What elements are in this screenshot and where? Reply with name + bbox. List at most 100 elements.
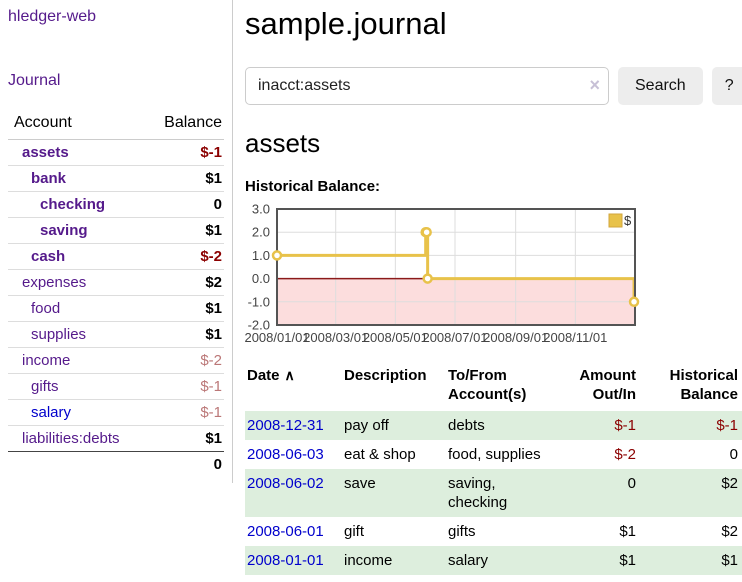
- x-tick-label: 2008/09/01: [483, 330, 548, 345]
- sidebar-account-balance: $1: [144, 217, 224, 244]
- register-accounts: food, supplies: [448, 445, 541, 463]
- register-description: eat & shop: [344, 445, 416, 463]
- register-amount: $1: [619, 522, 636, 540]
- legend-label: $: [624, 213, 632, 228]
- transaction-date-link[interactable]: 2008-06-01: [247, 522, 324, 540]
- sort-ascending-icon: ∧: [284, 366, 295, 383]
- chart-canvas[interactable]: 3.0 2.0 1.0 0.0 -1.0 -2.02008/01/012008/03/01…: [244, 201, 742, 349]
- y-tick-label: -1.0: [248, 294, 270, 309]
- register-row: 2008-06-02 save saving, checking 0 $2: [245, 468, 742, 517]
- register-amount: 0: [627, 474, 636, 492]
- sidebar-account-balance: $-1: [144, 399, 224, 426]
- register-column-date[interactable]: Date ∧: [245, 363, 342, 411]
- register-row: 2008-06-03 eat & shop food, supplies $-2 0: [245, 440, 742, 469]
- sidebar-account-link[interactable]: saving: [40, 222, 88, 239]
- sidebar-account-row: food $1: [8, 295, 224, 322]
- register-accounts: saving, checking: [448, 474, 508, 511]
- y-tick-label: 2.0: [252, 224, 270, 239]
- historical-balance-chart[interactable]: 3.0 2.0 1.0 0.0 -1.0 -2.0 2008/01/01 2008/03/01…: [244, 201, 742, 354]
- accounts-total-row: 0: [8, 451, 224, 477]
- nav-journal-link[interactable]: Journal: [8, 72, 61, 89]
- sidebar-account-link[interactable]: assets: [22, 144, 69, 161]
- register-balance: $-1: [716, 416, 738, 434]
- chart-point[interactable]: [628, 296, 640, 307]
- sidebar-account-link[interactable]: income: [22, 352, 71, 369]
- register-amount: $1: [619, 551, 636, 569]
- page-title: sample.journal: [245, 6, 447, 41]
- sidebar-account-row: saving $1: [8, 217, 224, 244]
- register-balance: 0: [729, 445, 738, 463]
- register-row: 2008-01-01 income salary $1 $1: [245, 545, 742, 575]
- register-balance: $2: [721, 522, 738, 540]
- sidebar-account-link[interactable]: checking: [40, 196, 106, 213]
- help-button[interactable]: ?: [711, 66, 742, 105]
- main-content: sample.journal × Search ? assets Histori…: [233, 0, 742, 575]
- sidebar-account-link[interactable]: gifts: [31, 378, 59, 395]
- sidebar-account-link[interactable]: supplies: [31, 326, 87, 343]
- y-tick-label: 3.0: [252, 201, 270, 216]
- sidebar-account-balance: $-2: [144, 347, 224, 374]
- y-tick-label: -2.0: [248, 317, 270, 332]
- register-row: 2008-06-01 gift gifts $1 $2: [245, 517, 742, 546]
- register-table: Date ∧ Description To/From Account(s) Amo…: [245, 363, 742, 575]
- y-tick-label: 1.0: [252, 248, 270, 263]
- sidebar-account-balance: $1: [144, 165, 224, 192]
- register-description: gift: [344, 522, 365, 540]
- sidebar-account-balance: 0: [144, 191, 224, 218]
- sidebar-account-row: income $-2: [8, 347, 224, 374]
- sidebar-account-row: expenses $2: [8, 269, 224, 296]
- transaction-date-link[interactable]: 2008-06-02: [247, 474, 324, 492]
- register-amount: $-1: [614, 416, 636, 434]
- chart-point[interactable]: [421, 226, 432, 238]
- register-accounts: debts: [448, 416, 485, 434]
- sidebar-account-link[interactable]: cash: [31, 248, 66, 265]
- chart-point[interactable]: [422, 272, 433, 284]
- sidebar-account-link[interactable]: expenses: [22, 274, 87, 291]
- register-row: 2008-12-31 pay off debts $-1 $-1: [245, 410, 742, 440]
- sidebar-account-link[interactable]: liabilities:debts: [22, 430, 120, 447]
- search-button[interactable]: Search: [618, 66, 703, 105]
- accounts-total-balance: 0: [144, 451, 224, 477]
- register-column-accounts: To/From Account(s): [448, 366, 527, 403]
- sidebar-account-link[interactable]: food: [31, 300, 61, 317]
- register-balance: $2: [721, 474, 738, 492]
- app-title-link[interactable]: hledger-web: [8, 8, 97, 25]
- transaction-date-link[interactable]: 2008-06-03: [247, 445, 324, 463]
- register-column-description: Description: [344, 366, 427, 384]
- x-tick-label: 2008/01/01: [244, 330, 309, 345]
- legend-swatch: [608, 213, 623, 228]
- register-description: save: [344, 474, 376, 492]
- sidebar-account-balance: $-2: [144, 243, 224, 270]
- register-amount: $-2: [614, 445, 636, 463]
- search-input[interactable]: [245, 66, 609, 105]
- register-balance: $1: [721, 551, 738, 569]
- register-accounts: salary: [448, 551, 489, 569]
- register-column-date-label: Date: [247, 366, 280, 384]
- clear-search-icon[interactable]: ×: [589, 74, 600, 95]
- x-tick-label: 2008/11/01: [543, 330, 607, 345]
- sidebar-account-link[interactable]: salary: [31, 404, 72, 421]
- chart-title: Historical Balance:: [245, 177, 381, 195]
- x-tick-label: 2008/07/01: [422, 330, 487, 345]
- sidebar-account-row: salary $-1: [8, 399, 224, 426]
- sidebar-account-row: gifts $-1: [8, 373, 224, 400]
- sidebar: hledger-web Journal Account Balance asse…: [0, 0, 233, 483]
- sidebar-account-balance: $-1: [144, 139, 224, 166]
- sidebar-account-balance: $1: [144, 295, 224, 322]
- sidebar-account-row: liabilities:debts $1: [8, 425, 224, 452]
- sidebar-account-row: cash $-2: [8, 243, 224, 270]
- register-description: pay off: [344, 416, 389, 434]
- search-bar: × Search ?: [245, 66, 742, 105]
- sidebar-account-balance: $2: [144, 269, 224, 296]
- sidebar-account-link[interactable]: bank: [31, 170, 67, 187]
- chart-point[interactable]: [271, 249, 283, 261]
- sidebar-account-row: supplies $1: [8, 321, 224, 348]
- transaction-date-link[interactable]: 2008-12-31: [247, 416, 324, 434]
- accounts-column-balance: Balance: [144, 110, 224, 140]
- x-tick-label: 2008/05/01: [363, 330, 428, 345]
- register-accounts: gifts: [448, 522, 476, 540]
- transaction-date-link[interactable]: 2008-01-01: [247, 551, 324, 569]
- sidebar-account-row: bank $1: [8, 165, 224, 192]
- accounts-table: Account Balance assets $-1 bank $1 checking 0…: [8, 110, 224, 477]
- register-description: income: [344, 551, 393, 569]
